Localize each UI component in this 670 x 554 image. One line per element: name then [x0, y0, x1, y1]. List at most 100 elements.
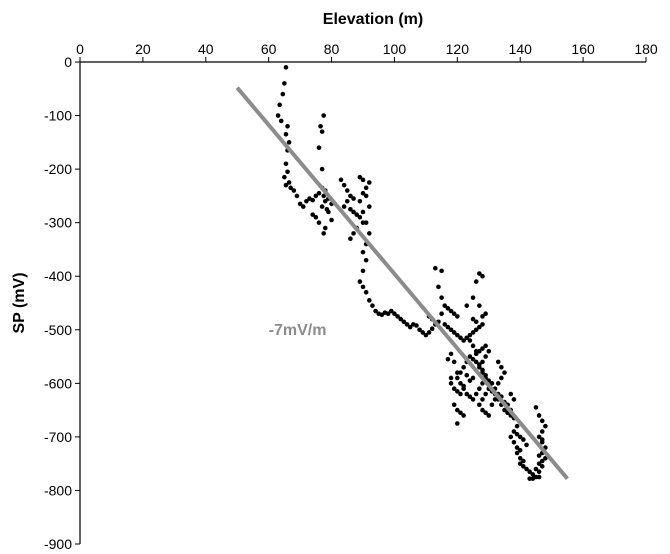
y-tick-label: -100	[44, 108, 72, 124]
data-point	[316, 220, 322, 225]
data-point	[483, 343, 488, 349]
data-point	[539, 437, 545, 442]
data-point	[480, 359, 485, 365]
data-point	[536, 434, 542, 440]
data-point	[524, 442, 529, 448]
data-point	[477, 271, 482, 276]
data-point	[461, 383, 466, 389]
data-point	[322, 225, 328, 231]
data-point	[404, 322, 410, 327]
data-point	[442, 303, 448, 308]
data-point	[480, 314, 485, 319]
data-point	[366, 180, 372, 185]
data-point	[363, 185, 369, 191]
data-point	[458, 370, 463, 375]
y-tick-label: -600	[44, 375, 72, 391]
data-point	[319, 166, 325, 172]
data-point	[285, 169, 290, 175]
data-point	[521, 464, 526, 469]
data-point	[363, 220, 369, 225]
data-point	[313, 215, 319, 220]
data-point	[448, 381, 454, 386]
data-point	[360, 209, 366, 215]
data-point	[455, 389, 460, 394]
data-point	[477, 303, 482, 308]
data-point	[533, 466, 539, 472]
data-point	[321, 193, 326, 199]
data-point	[530, 476, 536, 481]
data-point	[455, 314, 460, 319]
data-point	[429, 326, 435, 332]
data-point	[313, 193, 319, 199]
data-point	[480, 367, 485, 373]
data-point	[470, 295, 476, 300]
data-point	[300, 204, 306, 209]
data-point	[524, 466, 529, 472]
data-point	[464, 303, 470, 308]
data-point	[451, 330, 457, 335]
data-point	[521, 437, 526, 442]
data-point	[304, 198, 309, 204]
data-point	[477, 402, 482, 408]
data-point	[370, 303, 375, 308]
data-point	[351, 209, 356, 215]
data-point	[514, 423, 520, 429]
data-point	[533, 405, 539, 410]
data-point	[282, 81, 287, 86]
x-tick-label: 80	[324, 41, 340, 57]
data-point	[363, 193, 369, 199]
data-point	[543, 456, 548, 461]
x-axis-title: Elevation (m)	[323, 11, 423, 28]
data-point	[297, 201, 303, 207]
data-point	[483, 391, 488, 397]
data-point	[398, 316, 404, 322]
data-point	[401, 319, 407, 325]
data-point	[486, 413, 492, 418]
data-point	[445, 306, 451, 311]
data-point	[360, 249, 366, 255]
data-point	[483, 373, 488, 378]
y-tick-label: -800	[44, 482, 72, 498]
data-point	[448, 375, 454, 381]
data-point	[282, 174, 287, 180]
data-point	[467, 394, 473, 400]
data-point	[286, 180, 292, 185]
data-point	[455, 375, 460, 381]
data-point	[461, 338, 466, 343]
data-point	[417, 327, 422, 333]
data-point	[480, 346, 485, 351]
data-point	[464, 335, 470, 341]
data-point	[414, 323, 419, 328]
data-point	[470, 375, 476, 381]
data-point	[316, 145, 322, 150]
data-point	[439, 311, 444, 317]
data-point	[351, 196, 356, 201]
data-point	[470, 397, 476, 402]
data-point	[467, 354, 473, 359]
data-point	[338, 177, 344, 183]
data-point	[502, 407, 507, 413]
data-point	[495, 381, 501, 386]
data-point	[464, 373, 470, 378]
data-point	[473, 327, 479, 333]
data-point	[539, 464, 545, 469]
data-point	[483, 311, 488, 317]
data-point	[499, 364, 504, 370]
data-point	[483, 410, 488, 416]
data-point	[407, 324, 413, 330]
y-tick-labels: 0 -100 -200 -300 -400 -500 -600 -700 -800 -900	[44, 54, 72, 552]
data-point	[445, 324, 451, 330]
data-point	[477, 324, 482, 330]
data-point	[536, 461, 542, 466]
data-point	[448, 308, 454, 314]
data-point	[539, 458, 545, 464]
data-point	[517, 434, 523, 440]
data-point	[470, 356, 476, 362]
data-point	[366, 298, 372, 303]
data-point	[514, 445, 520, 450]
slope-annotation: -7mV/m	[269, 322, 327, 339]
x-tick-label: 160	[571, 41, 595, 57]
x-tick-label: 20	[135, 41, 151, 57]
data-point	[389, 308, 394, 314]
